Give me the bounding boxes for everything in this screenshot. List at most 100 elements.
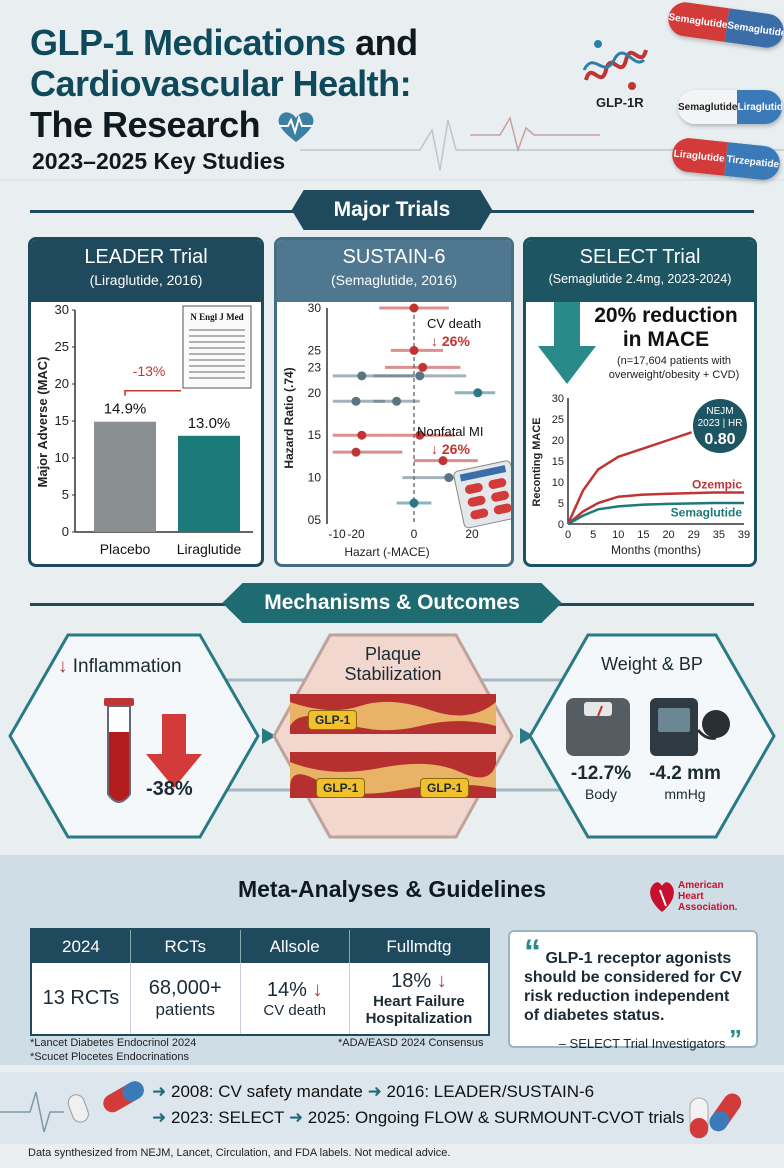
y-tick-label: 15 [552,456,564,468]
select-note-2: overweight/obesity + CVD) [609,369,740,381]
heart-ecg-icon [277,112,314,143]
x-tick-label: 29 [688,529,700,541]
bar-value-label: 13.0% [188,415,231,432]
blood-test-tube-icon [104,698,134,803]
inflammation-hexagon [8,633,260,839]
sustain-forest-plot: 05 10 15 20 23 25 30 -10 -20 0 20 Hazard Ratio (.74… [282,301,511,559]
bar-value-label: 14.9% [104,401,147,418]
y-tick-label: 20 [552,435,564,447]
y-tick-label: 5 [558,498,564,510]
plaque-title: Plaque Stabilization [344,644,442,684]
cv-death-value: ↓ 26% [431,333,470,349]
blood-pressure-monitor-icon [650,698,730,756]
weight-stat: -12.7% Body [570,763,632,803]
down-arrow-glyph: ↓ [58,656,68,677]
journal-name: N Engl J Med [190,312,243,322]
y-tick-label: 0 [558,519,564,531]
cv-death-label: CV death [427,316,481,331]
hazard-point [409,345,419,355]
sustain-trial-card: SUSTAIN-6 (Semaglutide, 2016) 05 10 15 20 23… [274,237,514,567]
title-line3: The Research [30,104,261,145]
select-headline-1: 20% reduction [594,304,738,327]
timeline-decor [0,1081,742,1139]
hazard-point [409,303,419,313]
page-title: GLP-1 Medications and Cardiovascular Hea… [30,22,550,145]
y-tick-label: 30 [552,393,564,405]
y-tick-label: 25 [55,339,69,354]
nonfatal-mi-value: ↓ 26% [431,441,470,457]
aha-heart-torch-icon [650,882,674,912]
down-arrow-glyph: ↓ [312,978,323,1001]
y-tick-label: 20 [55,376,69,391]
y-tick-label: 20 [308,386,322,400]
hazard-point [357,371,367,381]
reduction-label: -13% [133,363,166,379]
bar-liraglutide [178,435,240,532]
reduction-bracket [124,390,181,396]
capsule-icon-right-2 [709,1093,742,1132]
blister-pack-icon [453,460,511,529]
select-headline-2: in MACE [623,328,709,351]
y-tick-label: 25 [308,343,322,357]
hazard-point [409,498,419,508]
hazard-point [418,362,428,372]
source-note-2: *Scucet Plocetes Endocrinations [30,1051,189,1063]
y-tick-label: 05 [308,513,322,527]
source-note-1: *Lancet Diabetes Endocrinol 2024 [30,1037,197,1049]
capsule-icon-right-1 [689,1097,709,1139]
quote-close-icon: ” [729,1024,742,1054]
x-tick-label: 39 [738,529,750,541]
source-note-3: *ADA/EASD 2024 Consensus [338,1037,484,1049]
leader-card-header: LEADER Trial (Liraglutide, 2016) [31,240,261,302]
glp1-tag-2: GLP-1 [316,778,366,798]
bathroom-scale-icon [566,698,630,756]
x-tick-label: 5 [590,529,596,541]
y-tick-label: 15 [308,428,322,442]
bar-placebo [94,421,156,532]
arrow-right-icon: ➜ [367,1082,382,1101]
down-arrow-icon [146,714,202,788]
y-tick-label: 0 [62,524,69,539]
y-axis-label: Major Adverse (MAC) [35,357,50,488]
y-tick-label: 25 [552,414,564,426]
journal-thumbnail-icon: N Engl J Med [182,305,252,389]
y-tick-label: 30 [55,302,69,317]
select-trial-card: SELECT Trial (Semaglutide 2.4mg, 2023-20… [523,237,757,567]
legend-ozempic: Ozempic [692,477,742,491]
x-tick-label: 15 [637,529,649,541]
arrow-right-icon: ➜ [152,1108,167,1127]
meta-analysis-table: 2024 RCTs Allsole Fullmdtg 13 RCTs 68,00… [30,928,490,1036]
pill-icon [67,1094,89,1123]
x-tick-label: -20 [347,527,365,541]
badge-line-1: NEJM [706,406,733,417]
nonfatal-mi-label: Nonfatal MI [417,424,483,439]
table-header-row: 2024 RCTs Allsole Fullmdtg [31,929,490,963]
y-tick-label: 30 [308,302,322,315]
x-tick-label: 20 [465,527,479,541]
hazard-point [392,396,402,406]
title-part1: GLP-1 Medications [30,22,346,63]
page-subtitle: 2023–2025 Key Studies [32,148,286,174]
select-card-header: SELECT Trial (Semaglutide 2.4mg, 2023-20… [526,240,754,302]
quote-open-icon: “ [524,933,541,971]
series-line-2 [567,501,744,526]
pill-capsule-2: Semaglutide Liraglutide [678,90,782,124]
inflammation-label: ↓ Inflammation [58,656,182,677]
sustain-card-header: SUSTAIN-6 (Semaglutide, 2016) [277,240,511,302]
weight-bp-title: Weight & BP [601,654,703,674]
y-tick-label: 5 [62,487,69,502]
x-axis-label: Months (months) [611,543,701,557]
x-tick-label: 35 [713,529,725,541]
y-tick-label: 10 [308,471,322,485]
meta-section-title: Meta-Analyses & Guidelines [237,876,547,902]
badge-value: 0.80 [704,431,735,448]
glp1-tag-1: GLP-1 [308,710,358,730]
y-tick-label: 15 [55,413,69,428]
bp-stat: -4.2 mm mmHg [649,763,721,803]
down-arrow-icon [538,302,596,384]
receptor-label: GLP-1R [596,95,644,110]
x-tick-label: 10 [612,529,624,541]
y-tick-label: 10 [552,477,564,489]
leader-trial-card: LEADER Trial (Liraglutide, 2016) 0 5 10 15 2… [28,237,264,567]
